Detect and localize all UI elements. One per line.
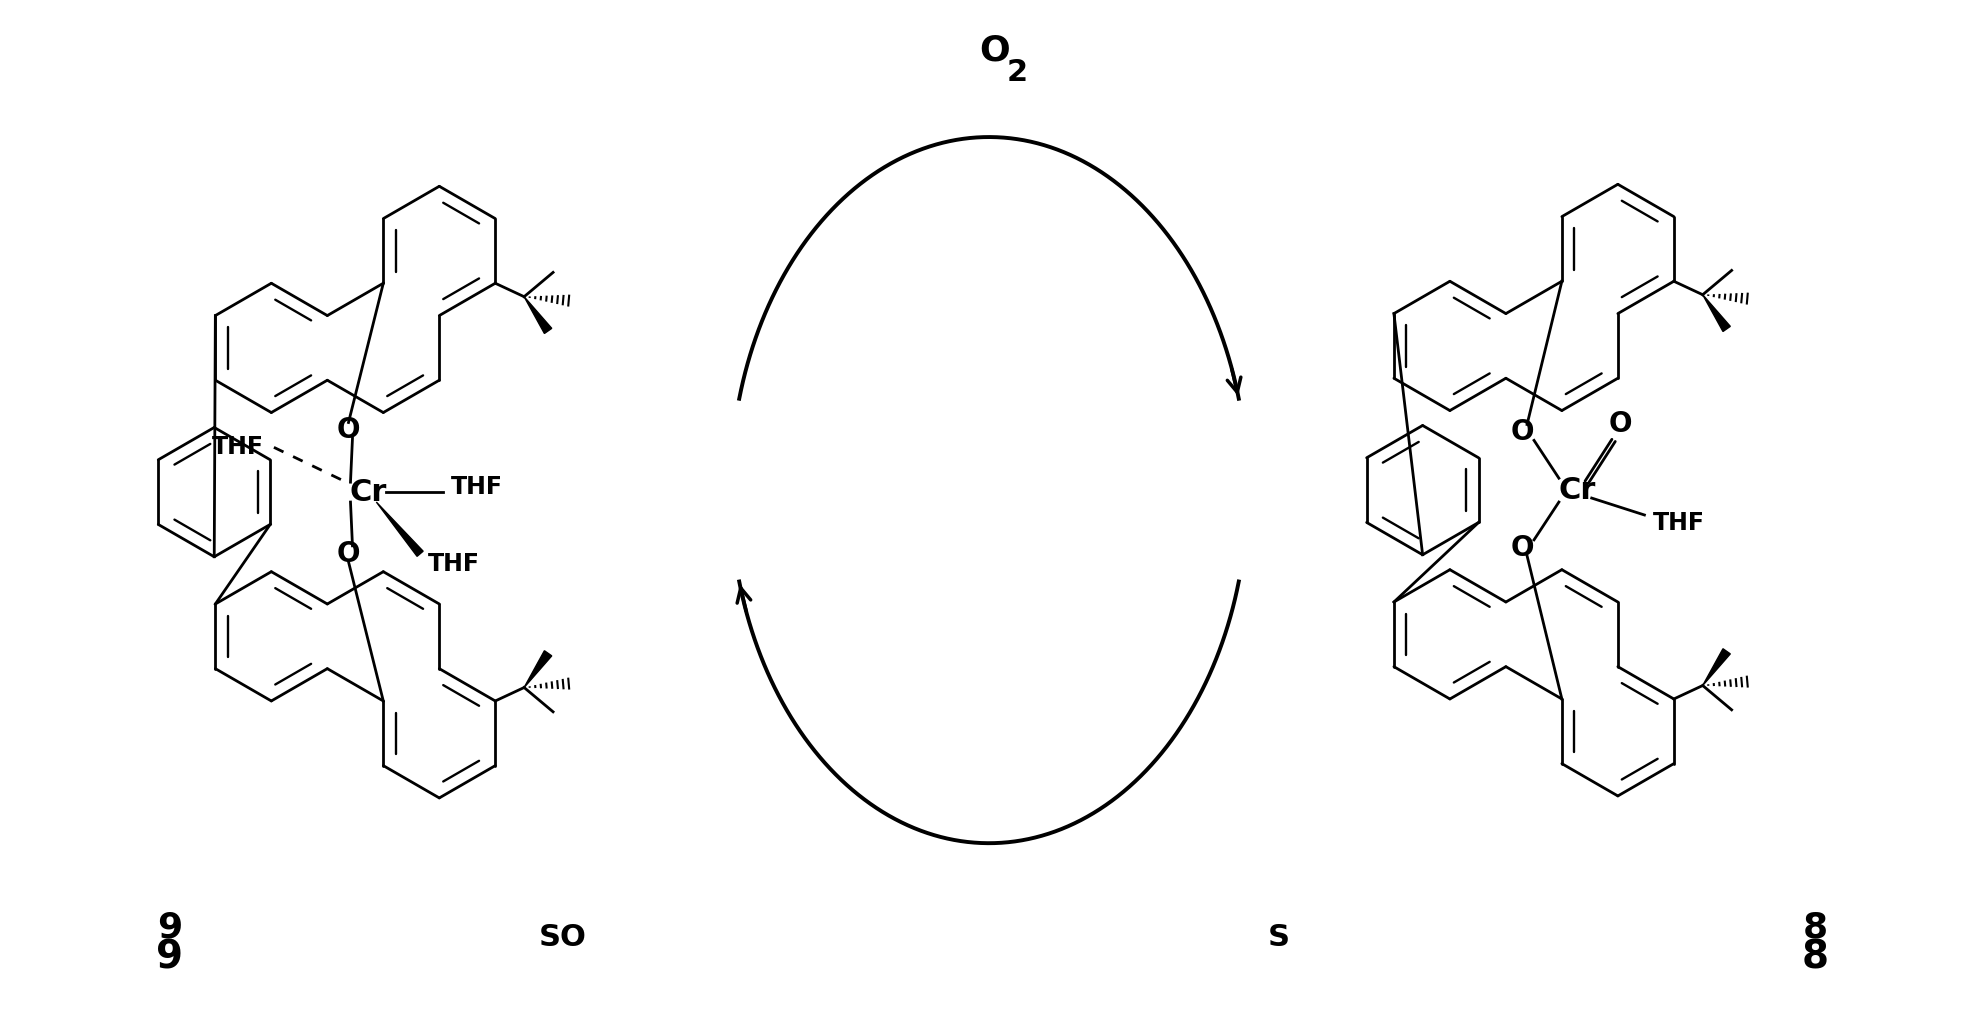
Text: O: O xyxy=(979,34,1011,68)
Text: O: O xyxy=(1511,418,1533,446)
Text: S: S xyxy=(1268,923,1290,952)
Text: 8: 8 xyxy=(1802,910,1828,944)
Polygon shape xyxy=(1703,649,1731,685)
Text: 8: 8 xyxy=(1802,938,1830,977)
Polygon shape xyxy=(524,297,552,333)
Text: O: O xyxy=(1608,410,1632,439)
Text: THF: THF xyxy=(427,551,481,576)
Text: THF: THF xyxy=(212,436,263,459)
Text: 9: 9 xyxy=(156,910,182,944)
Polygon shape xyxy=(1703,295,1731,331)
Text: THF: THF xyxy=(451,475,502,499)
Polygon shape xyxy=(524,651,552,687)
Text: Cr: Cr xyxy=(1559,476,1596,504)
Text: THF: THF xyxy=(1652,510,1705,535)
Text: O: O xyxy=(336,540,360,568)
Polygon shape xyxy=(376,502,423,557)
Text: 2: 2 xyxy=(1007,58,1027,87)
Text: O: O xyxy=(1511,534,1533,562)
Text: O: O xyxy=(336,416,360,444)
Text: 9: 9 xyxy=(156,938,184,977)
Text: Cr: Cr xyxy=(350,478,388,506)
Text: SO: SO xyxy=(538,923,585,952)
